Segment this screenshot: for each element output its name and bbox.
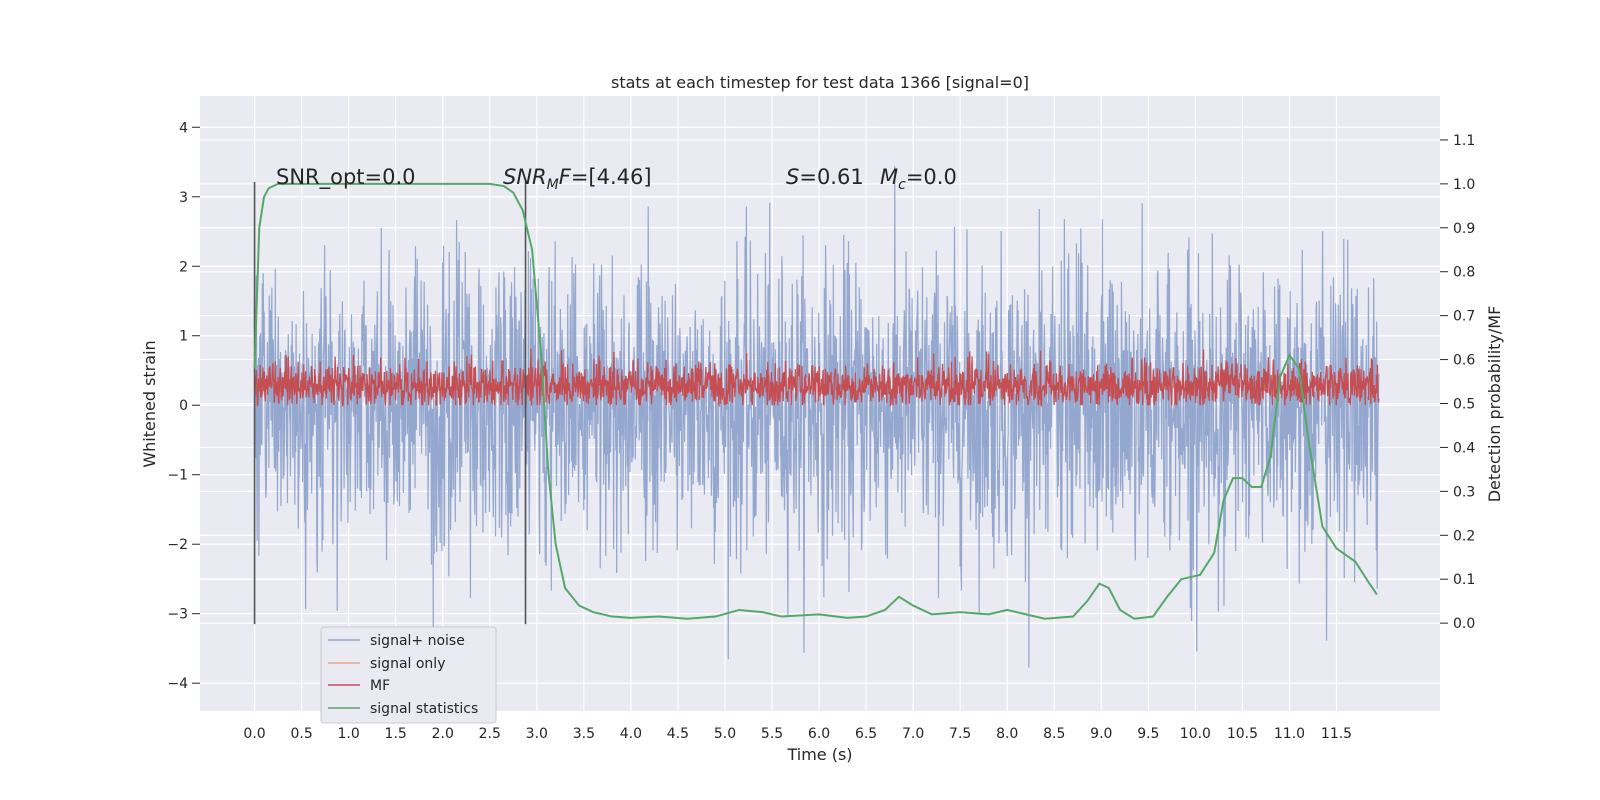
y-tick-label: −1 (167, 468, 188, 484)
y-right-tick-label: 0.5 (1453, 397, 1475, 413)
y-axis-right-ticks: 1.1 1.0 0.9 0.8 0.7 0.6 0.5 0.4 0.3 0.2 0.1 0.0 (1440, 133, 1475, 632)
x-tick-label: 10.5 (1227, 726, 1258, 742)
y-right-tick-label: 0.9 (1453, 221, 1475, 237)
x-tick-label: 3.5 (573, 726, 595, 742)
y-axis-label: Whitened strain (140, 340, 159, 467)
x-tick-label: 2.5 (479, 726, 501, 742)
x-tick-label: 6.5 (855, 726, 877, 742)
signal-statistics-series (253, 182, 1378, 620)
y-right-tick-label: 0.6 (1453, 353, 1475, 369)
y-right-tick-label: 0.7 (1453, 309, 1475, 325)
vertical-lines (253, 181, 527, 625)
x-tick-label: 9.0 (1090, 726, 1112, 742)
x-tick-label: 9.5 (1137, 726, 1159, 742)
annotation-mc: Mc=0.0 (880, 165, 957, 193)
x-tick-label: 11.5 (1321, 726, 1352, 742)
legend-label-signal-statistics: signal statistics (370, 701, 478, 717)
signal-noise-line (253, 166, 1380, 668)
x-tick-label: 1.0 (338, 726, 360, 742)
x-tick-label: 0.5 (290, 726, 312, 742)
y-axis-right-label: Detection probability/MF (1485, 306, 1504, 503)
x-tick-label: 4.5 (667, 726, 689, 742)
y-right-tick-label: 0.3 (1453, 484, 1475, 500)
y-tick-label: 3 (179, 190, 188, 206)
mf-series (253, 348, 1380, 408)
x-tick-label: 10.0 (1180, 726, 1211, 742)
x-tick-label: 7.5 (949, 726, 971, 742)
x-axis-ticks: 0.0 0.5 1.0 1.5 2.0 2.5 3.0 3.5 4.0 4.5 5.0 5.5 6.0 6… (243, 726, 1352, 742)
y-right-tick-label: 0.2 (1453, 528, 1475, 544)
y-right-tick-label: 0.0 (1453, 616, 1475, 632)
chart-title: stats at each timestep for test data 136… (611, 73, 1029, 92)
y-tick-label: 0 (179, 398, 188, 414)
signal-statistics-line (253, 182, 1378, 620)
legend-label-signal-only: signal only (370, 656, 445, 672)
x-tick-label: 2.0 (432, 726, 454, 742)
y-right-tick-label: 0.4 (1453, 440, 1475, 456)
signal-noise-series (253, 166, 1380, 668)
y-tick-label: 1 (179, 329, 188, 345)
legend: signal+ noise signal only MF signal stat… (320, 626, 497, 724)
y-tick-label: −3 (167, 607, 188, 623)
x-tick-label: 3.0 (526, 726, 548, 742)
y-right-tick-label: 1.1 (1453, 133, 1475, 149)
legend-label-mf: MF (370, 678, 390, 694)
y-right-tick-label: 0.8 (1453, 265, 1475, 281)
y-right-tick-label: 0.1 (1453, 572, 1475, 588)
x-tick-label: 0.0 (243, 726, 265, 742)
y-tick-label: 4 (179, 120, 188, 136)
x-tick-label: 5.0 (714, 726, 736, 742)
annotation-s: S=0.61 (786, 165, 864, 189)
x-tick-label: 7.0 (902, 726, 924, 742)
x-tick-label: 1.5 (385, 726, 407, 742)
x-tick-label: 11.0 (1274, 726, 1305, 742)
x-tick-label: 8.0 (996, 726, 1018, 742)
mf-line (253, 348, 1380, 408)
y-tick-label: 2 (179, 259, 188, 275)
annotation-snr-opt: SNR_opt=0.0 (276, 165, 416, 190)
legend-label-noise: signal+ noise (370, 633, 465, 649)
y-tick-label: −4 (167, 676, 188, 692)
x-tick-label: 8.5 (1043, 726, 1065, 742)
x-axis-label: Time (s) (786, 745, 852, 764)
y-right-tick-label: 1.0 (1453, 177, 1475, 193)
legend-box (320, 626, 497, 724)
y-tick-label: −2 (167, 537, 188, 553)
x-tick-label: 6.0 (808, 726, 830, 742)
x-tick-label: 5.5 (761, 726, 783, 742)
x-tick-label: 4.0 (620, 726, 642, 742)
annotation-snr-mf: SNRMF=[4.46] (503, 165, 652, 193)
y-axis-ticks: 4 3 2 1 0 −1 −2 −3 −4 (167, 120, 200, 692)
